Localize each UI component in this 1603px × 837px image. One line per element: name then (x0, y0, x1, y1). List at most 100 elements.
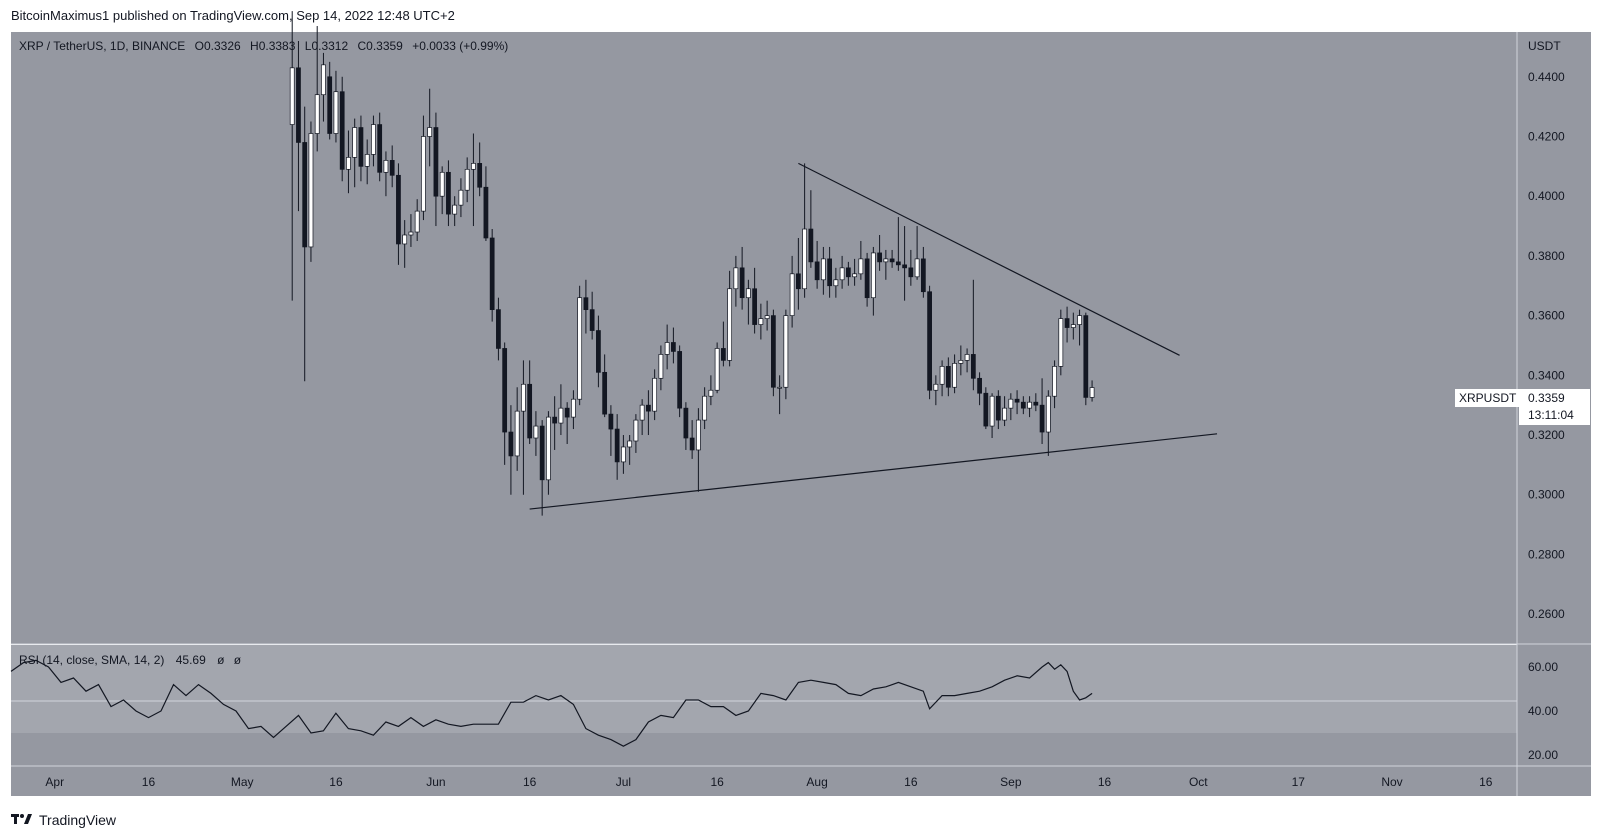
candle-body (583, 297, 589, 310)
candle-body (671, 342, 676, 352)
candle-body (658, 354, 664, 379)
candle-body (508, 431, 514, 457)
candle-body (795, 273, 801, 290)
time-tick-label: Apr (45, 775, 64, 789)
candle-body (477, 163, 483, 188)
candle-body (877, 252, 882, 263)
candle-body (296, 67, 301, 143)
time-tick-label: 16 (1098, 775, 1112, 789)
candle-body (577, 297, 583, 400)
candle-body (764, 315, 770, 319)
candle-body (621, 446, 626, 463)
candle-body (302, 142, 308, 248)
candle-body (883, 258, 889, 263)
candle-body (664, 342, 670, 355)
candle-body (970, 354, 976, 379)
candle-body (802, 228, 807, 290)
time-tick-label: 16 (1479, 775, 1493, 789)
candle-body (1020, 401, 1026, 409)
trendline[interactable] (798, 162, 1180, 356)
candle-body (714, 348, 720, 391)
legend-open-value: 0.3326 (204, 39, 241, 53)
candle-body (452, 204, 458, 215)
candle-body (521, 383, 526, 412)
candle-body (1002, 407, 1007, 421)
candle-body (689, 437, 695, 451)
time-tick-label: 16 (142, 775, 156, 789)
candle-body (914, 258, 920, 278)
time-tick-label: 16 (904, 775, 918, 789)
time-axis-background[interactable] (11, 766, 1517, 796)
candle-body (352, 127, 358, 158)
candle-body (446, 171, 451, 215)
candle-body (327, 76, 333, 134)
candle-body (552, 416, 558, 424)
candle-body (464, 168, 470, 191)
candle-body (314, 94, 320, 134)
candle-body (421, 136, 426, 212)
last-price-symbol-box (1455, 389, 1519, 407)
candle-body (789, 273, 795, 316)
candle-body (889, 258, 895, 263)
candle-body (652, 377, 658, 412)
tradingview-footer[interactable]: TradingView (11, 812, 116, 828)
rsi-extra-2: ø (234, 653, 242, 667)
tradingview-brand: TradingView (39, 812, 117, 828)
candle-body (333, 91, 339, 134)
time-tick-label: Sep (1000, 775, 1022, 789)
candle-body (852, 273, 857, 278)
legend-high-label: H (250, 39, 259, 53)
candle-body (783, 315, 789, 388)
candle-body (902, 264, 907, 269)
time-tick-label: May (231, 775, 254, 789)
candle-body (289, 67, 295, 125)
candle-body (502, 348, 508, 433)
candle-body (408, 231, 414, 236)
price-tick-label: 0.4400 (1528, 70, 1565, 84)
candle-body (546, 416, 551, 481)
candle-body (808, 228, 814, 263)
rsi-label: RSI (14, close, SMA, 14, 2) (19, 653, 164, 667)
candle-body (758, 318, 764, 325)
candle-body (339, 91, 345, 170)
candle-body (702, 395, 708, 421)
candle-body (1058, 318, 1064, 367)
candle-body (539, 425, 545, 481)
candle-body (321, 64, 326, 96)
last-price-label[interactable]: XRPUSDT 0.3359 13:11:04 (1455, 389, 1590, 425)
candle-body (995, 395, 1001, 421)
time-tick-label: Aug (806, 775, 827, 789)
candle-body (1077, 315, 1082, 325)
price-tick-label: 0.2600 (1528, 607, 1565, 621)
candle-body (739, 267, 745, 299)
candle-body (458, 189, 464, 206)
legend-change: +0.0033 (+0.99%) (412, 39, 508, 53)
candle-body (839, 267, 845, 281)
candle-body (683, 407, 689, 439)
candle-body (377, 124, 383, 173)
candle-body (527, 383, 533, 439)
legend-close-label: C (357, 39, 366, 53)
candle-body (1083, 315, 1089, 398)
time-tick-label: Oct (1189, 775, 1208, 789)
price-tick-label: 0.3000 (1528, 488, 1565, 502)
candle-body (564, 407, 570, 418)
publisher-header: BitcoinMaximus1 published on TradingView… (11, 8, 455, 23)
candle-body (733, 267, 739, 290)
candle-body (964, 354, 970, 361)
candle-body (1008, 398, 1014, 409)
candle-body (471, 163, 476, 170)
rsi-line (10, 659, 1093, 747)
main-pane-background[interactable] (11, 32, 1517, 644)
candle-body (646, 404, 651, 412)
price-tick-label: 0.4000 (1528, 189, 1565, 203)
candle-body (845, 267, 851, 278)
trendline[interactable] (529, 433, 1218, 510)
candle-body (364, 154, 370, 167)
candle-body (483, 186, 489, 239)
candle-body (402, 234, 408, 245)
candle-body (496, 309, 501, 349)
candle-body (908, 267, 914, 278)
candle-body (414, 210, 420, 233)
